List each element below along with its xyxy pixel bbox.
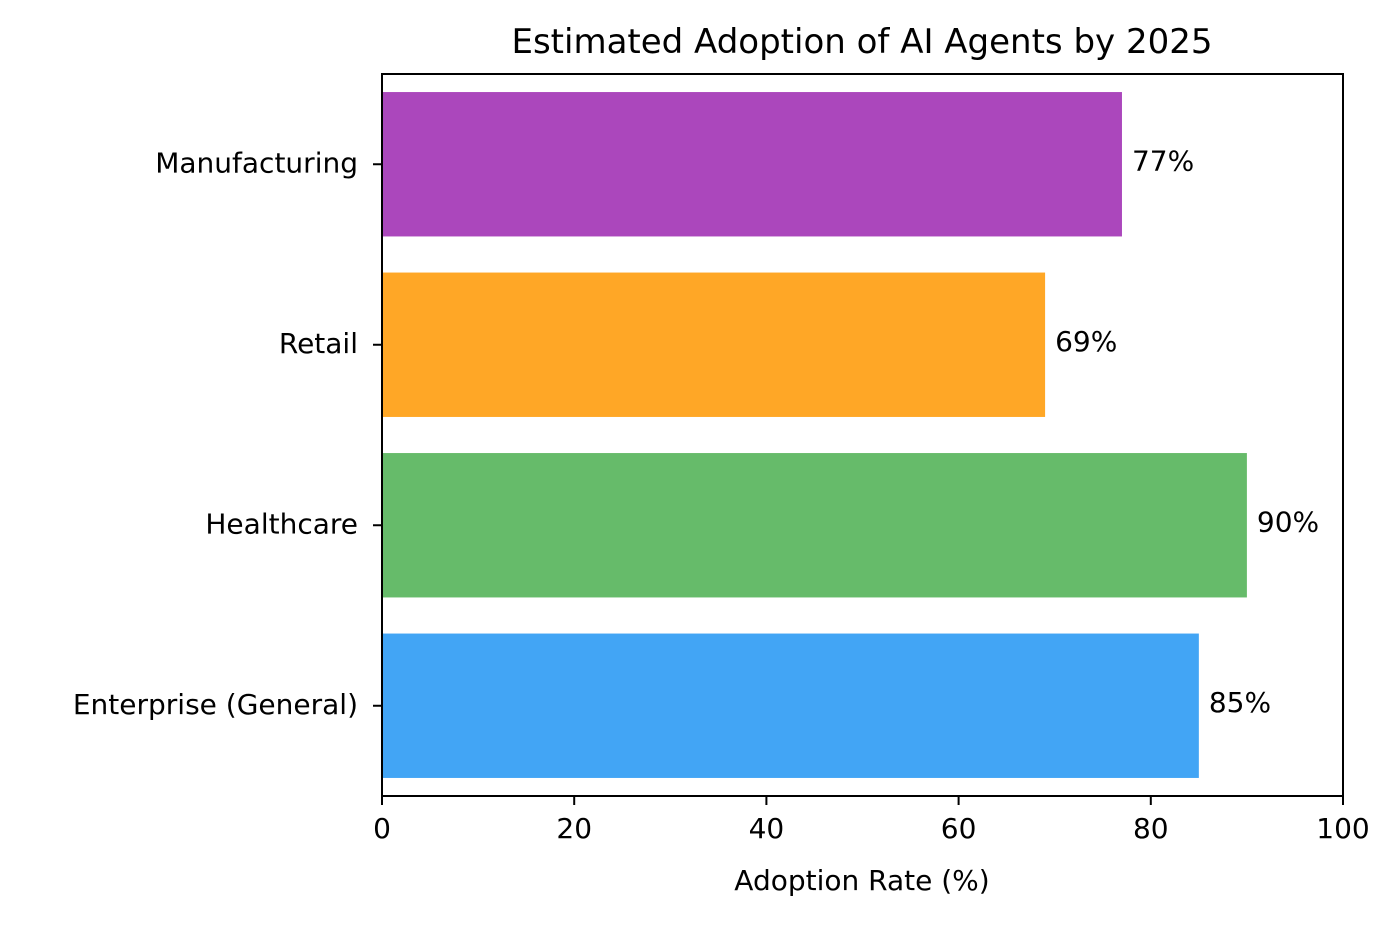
plot-frame <box>381 73 1344 797</box>
bar-value-label: 77% <box>1132 144 1194 177</box>
bar-retail <box>382 272 1046 417</box>
y-axis: Enterprise (General) Healthcare Retail Manu… <box>73 146 382 721</box>
bar-value-labels: 85% 90% 69% 77% <box>1055 144 1319 719</box>
y-tick-label: Enterprise (General) <box>73 688 358 721</box>
bar-healthcare <box>382 453 1247 598</box>
x-tick-label: 60 <box>941 812 977 845</box>
bar-value-label: 90% <box>1257 505 1319 538</box>
bar-manufacturing <box>382 92 1122 237</box>
x-tick-label: 0 <box>373 812 391 845</box>
y-tick-label: Retail <box>279 327 358 360</box>
x-tick-label: 100 <box>1316 812 1369 845</box>
x-tick-label: 20 <box>556 812 592 845</box>
x-axis: 0 20 40 60 80 100 <box>373 796 1370 845</box>
bar-enterprise-general <box>382 633 1199 778</box>
bar-value-label: 85% <box>1209 686 1271 719</box>
x-tick-label: 80 <box>1133 812 1169 845</box>
y-tick-label: Manufacturing <box>155 146 358 179</box>
y-tick-label: Healthcare <box>205 507 358 540</box>
x-tick-label: 40 <box>749 812 785 845</box>
chart-title: Estimated Adoption of AI Agents by 2025 <box>511 22 1212 62</box>
x-axis-label: Adoption Rate (%) <box>734 864 989 897</box>
bars-group <box>382 92 1247 778</box>
bar-value-label: 69% <box>1055 325 1117 358</box>
